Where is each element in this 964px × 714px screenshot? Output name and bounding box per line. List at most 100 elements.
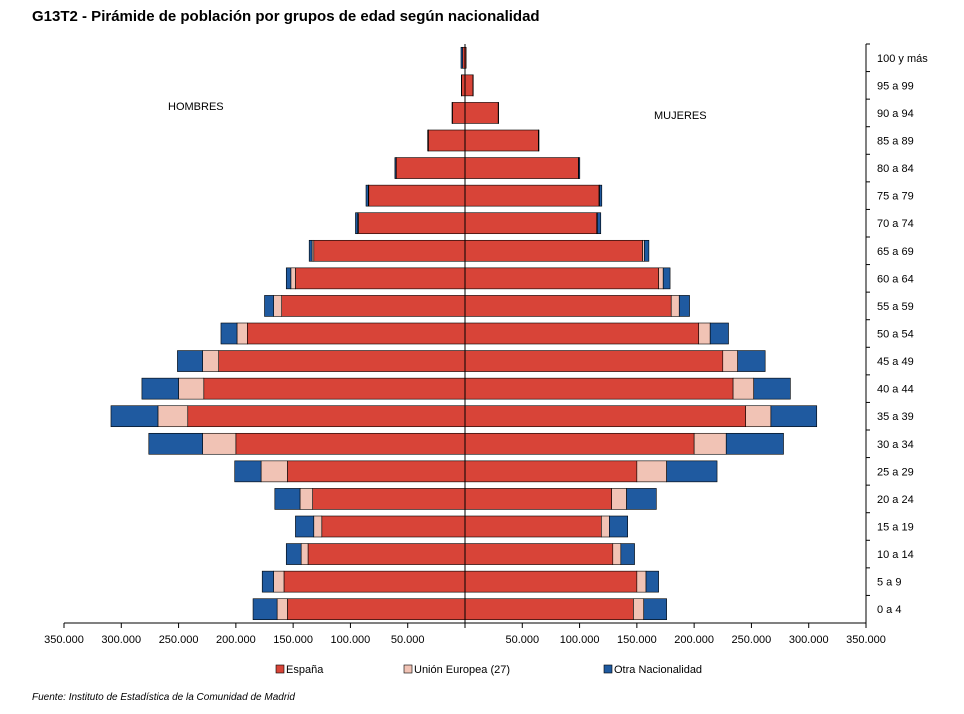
x-tick-label: 200.000 — [216, 634, 256, 646]
x-tick-label: 100.000 — [560, 634, 600, 646]
bar-mujeres-1-4 — [611, 488, 627, 510]
bar-mujeres-0-6 — [464, 432, 695, 455]
bar-mujeres-1-11 — [670, 295, 680, 317]
bar-mujeres-2-6 — [725, 432, 784, 455]
bar-hombres-2-3 — [295, 515, 315, 538]
bar-hombres-0-15 — [368, 184, 466, 207]
bar-mujeres-2-12 — [662, 267, 671, 290]
bar-hombres-1-4 — [299, 488, 313, 510]
bar-mujeres-2-17 — [538, 129, 540, 152]
y-tick-label: 70 a 74 — [877, 218, 914, 230]
bar-hombres-1-7 — [157, 405, 189, 428]
bar-mujeres-1-1 — [636, 570, 647, 593]
x-tick-label: 350.000 — [846, 634, 886, 646]
bar-hombres-0-1 — [283, 570, 466, 593]
bar-mujeres-2-4 — [626, 488, 657, 510]
y-tick-label: 5 a 9 — [877, 577, 901, 589]
bar-hombres-2-6 — [148, 432, 203, 455]
bar-mujeres-0-17 — [464, 129, 539, 152]
y-tick-label: 95 a 99 — [877, 80, 914, 92]
legend-swatch — [275, 664, 285, 674]
y-tick-label: 65 a 69 — [877, 246, 914, 258]
bar-hombres-0-3 — [321, 515, 466, 538]
y-tick-label: 10 a 14 — [877, 549, 914, 561]
bar-hombres-1-5 — [260, 460, 288, 483]
y-tick-label: 100 y más — [877, 53, 928, 65]
bar-hombres-0-12 — [295, 267, 466, 290]
bar-mujeres-2-9 — [737, 350, 766, 372]
legend-label: Otra Nacionalidad — [614, 664, 702, 676]
bar-hombres-0-0 — [287, 598, 466, 621]
bar-mujeres-0-14 — [464, 212, 598, 235]
y-tick-label: 75 a 79 — [877, 191, 914, 203]
legend-label: Unión Europea (27) — [414, 664, 510, 676]
bar-mujeres-2-10 — [709, 322, 729, 345]
bar-mujeres-2-0 — [643, 598, 667, 621]
bar-mujeres-2-16 — [578, 157, 581, 179]
bar-mujeres-0-8 — [464, 377, 734, 400]
bar-hombres-1-2 — [300, 543, 309, 565]
bar-hombres-1-8 — [178, 377, 205, 400]
y-tick-label: 30 a 34 — [877, 439, 914, 451]
y-tick-label: 60 a 64 — [877, 273, 914, 285]
legend-swatch — [403, 664, 413, 674]
bar-hombres-0-9 — [218, 350, 466, 372]
bar-hombres-2-8 — [141, 377, 179, 400]
x-tick-label: 100.000 — [331, 634, 371, 646]
y-tick-label: 20 a 24 — [877, 494, 914, 506]
bar-mujeres-1-2 — [612, 543, 622, 565]
bar-hombres-0-2 — [307, 543, 466, 565]
bar-mujeres-0-2 — [464, 543, 614, 565]
bar-mujeres-0-12 — [464, 267, 659, 290]
side-label-mujeres: MUJERES — [654, 110, 707, 122]
bar-mujeres-1-9 — [722, 350, 738, 372]
bar-hombres-1-11 — [273, 295, 282, 317]
bar-mujeres-0-13 — [464, 239, 643, 262]
x-tick-label: 300.000 — [101, 634, 141, 646]
side-label-hombres: HOMBRES — [168, 101, 224, 113]
bar-mujeres-1-12 — [658, 267, 664, 290]
bar-hombres-0-5 — [287, 460, 466, 483]
chart-title: G13T2 - Pirámide de población por grupos… — [32, 8, 540, 25]
legend: España Unión Europea (27) Otra Nacionalida… — [275, 664, 702, 676]
bar-hombres-0-16 — [395, 157, 466, 179]
bar-mujeres-2-8 — [753, 377, 791, 400]
bar-hombres-1-6 — [202, 432, 237, 455]
bar-hombres-2-15 — [365, 184, 369, 207]
bar-mujeres-0-19 — [464, 74, 474, 97]
bar-mujeres-2-13 — [644, 239, 650, 262]
bar-hombres-0-10 — [247, 322, 466, 345]
bar-mujeres-0-11 — [464, 295, 672, 317]
x-tick-label: 150.000 — [617, 634, 657, 646]
bar-hombres-2-0 — [252, 598, 278, 621]
bar-mujeres-0-7 — [464, 405, 747, 428]
bars-layer — [110, 46, 818, 621]
bar-hombres-0-6 — [235, 432, 466, 455]
bar-hombres-2-16 — [394, 157, 397, 179]
bar-hombres-2-17 — [427, 129, 429, 152]
bar-mujeres-0-16 — [464, 157, 579, 179]
y-tick-label: 35 a 39 — [877, 411, 914, 423]
bar-hombres-0-4 — [312, 488, 466, 510]
bar-mujeres-2-2 — [620, 543, 635, 565]
bar-hombres-2-2 — [285, 543, 302, 565]
legend-swatch — [603, 664, 613, 674]
bar-hombres-0-18 — [452, 102, 466, 124]
bar-hombres-0-13 — [313, 239, 466, 262]
bar-hombres-1-10 — [236, 322, 248, 345]
bar-mujeres-2-11 — [678, 295, 690, 317]
bar-mujeres-2-14 — [597, 212, 602, 235]
y-tick-labels: 0 a 4 5 a 9 10 a 14 15 a 19 20 a 24 25 a 29 30… — [866, 43, 928, 616]
bar-hombres-0-17 — [428, 129, 466, 152]
bar-mujeres-1-8 — [732, 377, 755, 400]
bar-hombres-1-0 — [276, 598, 288, 621]
bar-hombres-2-9 — [177, 350, 203, 372]
bar-mujeres-0-9 — [464, 350, 724, 372]
y-tick-label: 85 a 89 — [877, 136, 914, 148]
y-tick-label: 25 a 29 — [877, 466, 914, 478]
bar-hombres-2-13 — [308, 239, 313, 262]
x-tick-label: 200.000 — [674, 634, 714, 646]
bar-hombres-2-20 — [460, 46, 464, 69]
bar-hombres-1-9 — [202, 350, 219, 372]
